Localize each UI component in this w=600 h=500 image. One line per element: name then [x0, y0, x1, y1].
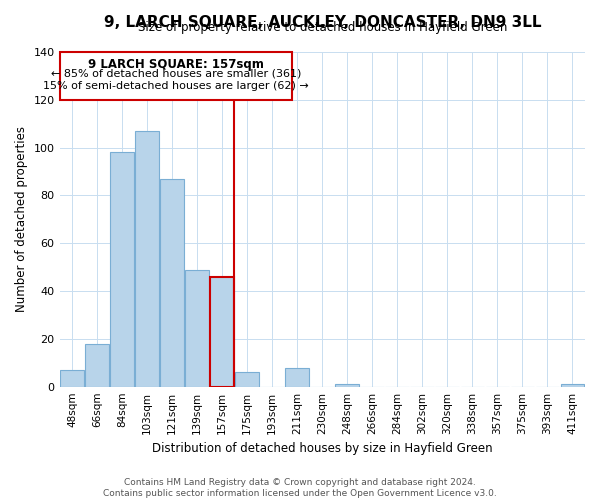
Bar — [160, 178, 184, 386]
Y-axis label: Number of detached properties: Number of detached properties — [15, 126, 28, 312]
X-axis label: Distribution of detached houses by size in Hayfield Green: Distribution of detached houses by size … — [152, 442, 493, 455]
Text: ← 85% of detached houses are smaller (361): ← 85% of detached houses are smaller (36… — [51, 68, 301, 78]
Bar — [60, 370, 84, 386]
Bar — [286, 368, 309, 386]
Bar — [335, 384, 359, 386]
Text: 9 LARCH SQUARE: 157sqm: 9 LARCH SQUARE: 157sqm — [88, 58, 264, 71]
Text: Size of property relative to detached houses in Hayfield Green: Size of property relative to detached ho… — [137, 20, 507, 34]
Bar — [185, 270, 209, 386]
Bar — [235, 372, 259, 386]
Title: 9, LARCH SQUARE, AUCKLEY, DONCASTER, DN9 3LL: 9, LARCH SQUARE, AUCKLEY, DONCASTER, DN9… — [104, 15, 541, 30]
Bar — [210, 276, 234, 386]
Bar — [135, 131, 159, 386]
Bar — [60, 52, 292, 100]
Bar — [560, 384, 584, 386]
Bar — [85, 344, 109, 386]
Text: 15% of semi-detached houses are larger (62) →: 15% of semi-detached houses are larger (… — [43, 80, 309, 90]
Bar — [110, 152, 134, 386]
Text: Contains HM Land Registry data © Crown copyright and database right 2024.
Contai: Contains HM Land Registry data © Crown c… — [103, 478, 497, 498]
